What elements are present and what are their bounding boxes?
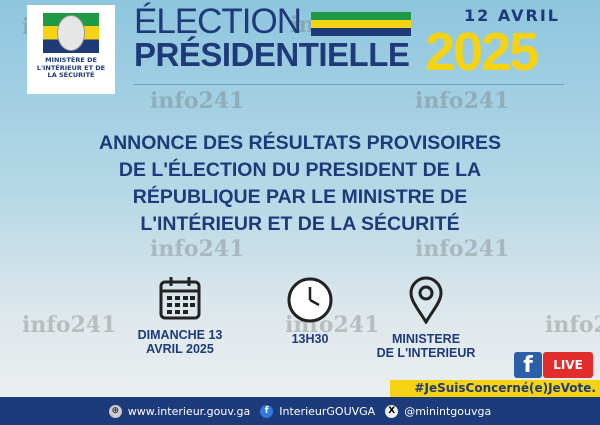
watermark: info241	[22, 312, 117, 338]
live-badge: LIVE	[543, 352, 593, 378]
election-date: 12 AVRIL	[464, 6, 560, 25]
footer: ⊕ www.interieur.gouv.ga f InterieurGOUVG…	[0, 397, 600, 425]
detail-date: DIMANCHE 13 AVRIL 2025	[100, 276, 260, 356]
clock-icon	[287, 277, 333, 323]
website-link[interactable]: www.interieur.gouv.ga	[127, 404, 251, 418]
headline-line: DE L'ÉLECTION DU PRESIDENT DE LA	[118, 159, 482, 181]
watermark: info241	[150, 88, 245, 114]
ministry-name: MINISTÈRE DE L'INTÉRIEUR ET DE LA SÉCURI…	[36, 56, 106, 79]
headline-line: L'INTÉRIEUR ET DE LA SÉCURITÉ	[140, 213, 460, 235]
detail-location: MINISTERE DE L'INTERIEUR	[346, 276, 506, 360]
watermark: info241	[150, 236, 245, 262]
gabon-flag-emblem	[43, 13, 99, 53]
election-year: 2025	[425, 22, 539, 82]
detail-time: 13H30	[230, 276, 390, 346]
divider	[134, 84, 564, 85]
coat-of-arms-seal	[57, 15, 85, 51]
detail-date-text: DIMANCHE 13 AVRIL 2025	[137, 328, 223, 356]
detail-location-text: MINISTERE DE L'INTERIEUR	[376, 332, 476, 360]
watermark: info241	[415, 88, 510, 114]
hashtag: #JeSuisConcerné(e)JeVote.	[390, 380, 600, 397]
headline-line: ANNONCE DES RÉSULTATS PROVISOIRES	[99, 132, 501, 154]
facebook-icon: f	[260, 404, 274, 418]
watermark: info241	[415, 236, 510, 262]
headline: ANNONCE DES RÉSULTATS PROVISOIRES DE L'É…	[40, 130, 560, 238]
location-pin-icon	[409, 276, 443, 324]
detail-time-text: 13H30	[291, 332, 329, 346]
title-presidentielle: PRÉSIDENTIELLE	[134, 36, 410, 73]
calendar-icon	[159, 277, 201, 320]
x-icon: X	[385, 404, 399, 418]
facebook-icon: f	[514, 352, 542, 378]
gabon-flag	[311, 12, 411, 36]
title-election: ÉLECTION	[134, 2, 302, 41]
ministry-logo: MINISTÈRE DE L'INTÉRIEUR ET DE LA SÉCURI…	[27, 5, 115, 94]
headline-line: RÉPUBLIQUE PAR LE MINISTRE DE	[132, 186, 468, 208]
globe-icon: ⊕	[108, 404, 122, 418]
x-handle[interactable]: @minintgouvga	[404, 404, 492, 418]
watermark: info241	[545, 312, 600, 338]
facebook-handle[interactable]: InterieurGOUVGA	[279, 404, 376, 418]
